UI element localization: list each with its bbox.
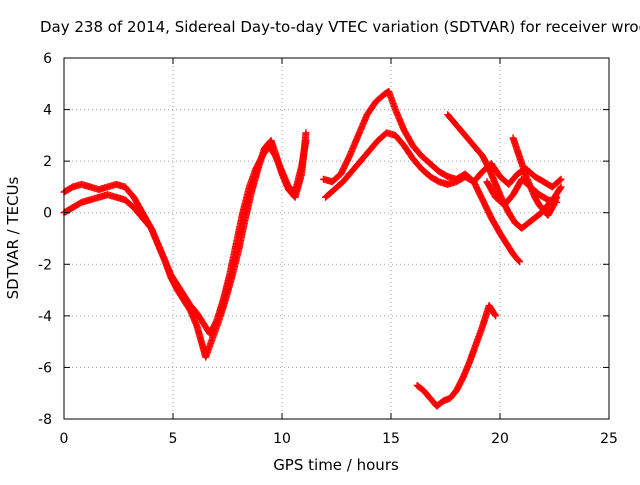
y-tick-label: -8 <box>38 412 52 428</box>
data-point <box>515 257 523 265</box>
x-axis-label: GPS time / hours <box>273 456 399 474</box>
x-tick-label: 10 <box>273 431 291 447</box>
series-track-a <box>60 129 310 361</box>
x-tick-label: 15 <box>382 431 400 447</box>
x-tick-label: 0 <box>60 431 69 447</box>
data-point <box>492 312 500 320</box>
series-track-h <box>413 302 500 410</box>
x-tick-label: 5 <box>169 431 178 447</box>
data-point <box>557 183 565 191</box>
series-track-b <box>60 137 310 338</box>
x-tick-label: 25 <box>600 431 618 447</box>
y-tick-label: 4 <box>43 103 52 119</box>
series-track-g <box>509 134 561 219</box>
y-tick-label: -6 <box>38 360 52 376</box>
grid <box>64 58 609 419</box>
y-tick-label: -2 <box>38 257 52 273</box>
data-point <box>302 129 310 137</box>
y-tick-label: -4 <box>38 309 52 325</box>
data-point <box>553 193 561 201</box>
y-axis-label: SDTVAR / TECUs <box>4 176 22 299</box>
plot-frame <box>63 57 610 420</box>
data-point <box>556 184 564 192</box>
data-points <box>60 88 565 410</box>
x-tick-label: 20 <box>491 431 509 447</box>
axis-ticks: 0 5 10 15 20 25 -8 -6 -4 -2 0 2 4 6 <box>38 51 618 447</box>
data-point <box>302 137 310 145</box>
data-point <box>516 258 524 266</box>
y-tick-label: 6 <box>43 51 52 67</box>
data-point <box>557 175 565 183</box>
series-track-d <box>319 88 565 191</box>
data-point <box>491 311 499 319</box>
y-tick-label: 0 <box>43 206 52 222</box>
chart-title: Day 238 of 2014, Sidereal Day-to-day VTE… <box>40 18 640 36</box>
y-tick-label: 2 <box>43 154 52 170</box>
data-point <box>556 176 564 184</box>
